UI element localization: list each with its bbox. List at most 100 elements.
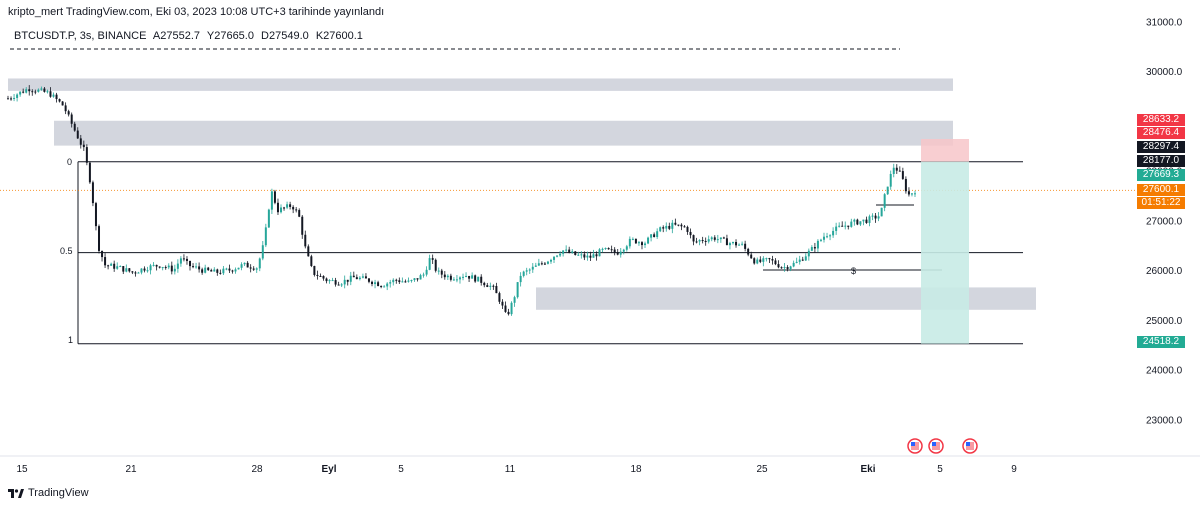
candle-body bbox=[543, 263, 546, 265]
candle-body bbox=[440, 270, 443, 275]
candle-body bbox=[774, 260, 777, 265]
candle-body bbox=[656, 231, 659, 237]
tradingview-logo[interactable]: TradingView bbox=[8, 487, 89, 499]
candle-body bbox=[407, 280, 410, 282]
candle-body bbox=[519, 275, 522, 283]
x-tick-label: Eyl bbox=[321, 464, 336, 475]
candle-body bbox=[498, 293, 501, 302]
candle-body bbox=[355, 277, 358, 280]
tradingview-logo-icon bbox=[8, 488, 24, 498]
fib-label-1: 1 bbox=[68, 335, 73, 345]
candle-body bbox=[613, 249, 616, 253]
x-tick-label: 21 bbox=[125, 464, 137, 475]
candle-body bbox=[792, 262, 795, 267]
candle-body bbox=[892, 167, 895, 174]
candle-body bbox=[110, 263, 113, 266]
candle-body bbox=[128, 268, 131, 272]
candle-body bbox=[695, 241, 698, 243]
candle-body bbox=[865, 219, 868, 223]
candle-body bbox=[510, 302, 513, 315]
candle-body bbox=[201, 269, 204, 273]
candle-body bbox=[607, 247, 610, 250]
candle-body bbox=[67, 111, 70, 115]
candle-body bbox=[204, 267, 207, 273]
candle-body bbox=[371, 281, 374, 285]
candle-body bbox=[216, 269, 219, 273]
candle-body bbox=[304, 234, 307, 247]
candle-body bbox=[835, 226, 838, 231]
x-axis[interactable]: 15 21 28 Eyl 5 11 18 25 Eki 5 9 bbox=[16, 464, 1017, 475]
candle-body bbox=[822, 236, 825, 240]
candle-body bbox=[841, 225, 844, 227]
candle-body bbox=[13, 97, 16, 99]
event-icon-canton bbox=[911, 442, 915, 446]
candle-body bbox=[377, 282, 380, 287]
candle-body bbox=[76, 130, 79, 139]
candle-body bbox=[134, 272, 137, 274]
candle-body bbox=[91, 182, 94, 204]
candle-body bbox=[674, 222, 677, 225]
candle-body bbox=[225, 268, 228, 270]
candle-body bbox=[829, 235, 832, 237]
candle-body bbox=[553, 256, 556, 260]
candle-body bbox=[747, 248, 750, 255]
candle-body bbox=[522, 271, 525, 276]
x-tick-label: Eki bbox=[860, 464, 875, 475]
candle-body bbox=[122, 266, 125, 272]
candle-body bbox=[462, 276, 465, 278]
candle-body bbox=[58, 99, 61, 102]
symbol-name[interactable]: BTCUSDT.P, 3s, BINANCE bbox=[14, 30, 147, 42]
candle-body bbox=[904, 178, 907, 192]
candle-body bbox=[671, 222, 674, 229]
candle-body bbox=[680, 224, 683, 227]
candle-body bbox=[813, 247, 816, 249]
candle-body bbox=[82, 144, 85, 148]
x-tick-label: 18 bbox=[630, 464, 642, 475]
candle-body bbox=[534, 265, 537, 267]
candle-body bbox=[346, 279, 349, 282]
candle-body bbox=[504, 305, 507, 312]
candle-body bbox=[70, 114, 73, 124]
candle-body bbox=[137, 272, 140, 274]
candle-body bbox=[192, 266, 195, 268]
candle-body bbox=[719, 237, 722, 240]
candle-body bbox=[701, 240, 704, 242]
candle-body bbox=[340, 284, 343, 286]
candle-body bbox=[161, 267, 164, 269]
candle-body bbox=[392, 279, 395, 283]
y-axis[interactable]: 23000.024000.025000.026000.027000.028000… bbox=[1146, 17, 1183, 426]
candle-body bbox=[868, 216, 871, 223]
candle-body bbox=[367, 278, 370, 282]
event-icons[interactable] bbox=[907, 438, 978, 454]
candle-body bbox=[901, 171, 904, 179]
candle-body bbox=[25, 89, 28, 93]
candle-body bbox=[537, 263, 540, 266]
candle-body bbox=[210, 270, 213, 272]
price-tag: 01:51:22 bbox=[1137, 197, 1185, 209]
candle-body bbox=[334, 280, 337, 285]
candle-body bbox=[270, 191, 273, 210]
candle-body bbox=[622, 249, 625, 252]
candle-body bbox=[395, 279, 398, 281]
candle-body bbox=[131, 271, 134, 273]
candle-body bbox=[528, 269, 531, 271]
candle-body bbox=[176, 263, 179, 269]
candle-body bbox=[741, 243, 744, 245]
candle-body bbox=[704, 240, 707, 242]
candle-body bbox=[886, 186, 889, 195]
price-tag: 27669.3 bbox=[1137, 169, 1185, 181]
candle-body bbox=[683, 226, 686, 228]
candle-body bbox=[361, 276, 364, 278]
candle-body bbox=[158, 266, 161, 268]
candle-body bbox=[182, 258, 185, 260]
candle-body bbox=[507, 311, 510, 315]
candle-body bbox=[556, 255, 559, 257]
candle-body bbox=[152, 264, 155, 266]
candle-body bbox=[280, 207, 283, 213]
candle-body bbox=[98, 226, 101, 251]
candle-body bbox=[352, 275, 355, 278]
candle-body bbox=[647, 237, 650, 244]
candle-body bbox=[546, 261, 549, 264]
candle-body bbox=[185, 258, 188, 261]
